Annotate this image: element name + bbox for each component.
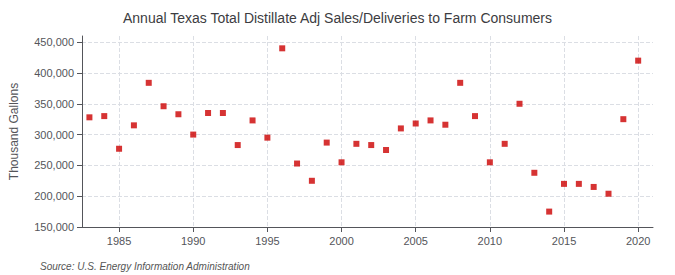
svg-text:1995: 1995 — [255, 235, 279, 247]
svg-text:2020: 2020 — [626, 235, 650, 247]
svg-text:2015: 2015 — [552, 235, 576, 247]
svg-text:300,000: 300,000 — [34, 129, 74, 141]
svg-text:Thousand Gallons: Thousand Gallons — [7, 83, 21, 180]
svg-text:150,000: 150,000 — [34, 221, 74, 233]
svg-text:Annual Texas Total Distillate: Annual Texas Total Distillate Adj Sales/… — [123, 10, 552, 26]
svg-text:350,000: 350,000 — [34, 98, 74, 110]
svg-text:1985: 1985 — [107, 235, 131, 247]
svg-text:450,000: 450,000 — [34, 36, 74, 48]
svg-text:2010: 2010 — [478, 235, 502, 247]
svg-text:2000: 2000 — [329, 235, 353, 247]
svg-text:200,000: 200,000 — [34, 190, 74, 202]
svg-text:2005: 2005 — [403, 235, 427, 247]
svg-text:1990: 1990 — [181, 235, 205, 247]
svg-text:Source: U.S. Energy Informatio: Source: U.S. Energy Information Administ… — [40, 261, 250, 272]
svg-text:250,000: 250,000 — [34, 159, 74, 171]
svg-text:400,000: 400,000 — [34, 67, 74, 79]
